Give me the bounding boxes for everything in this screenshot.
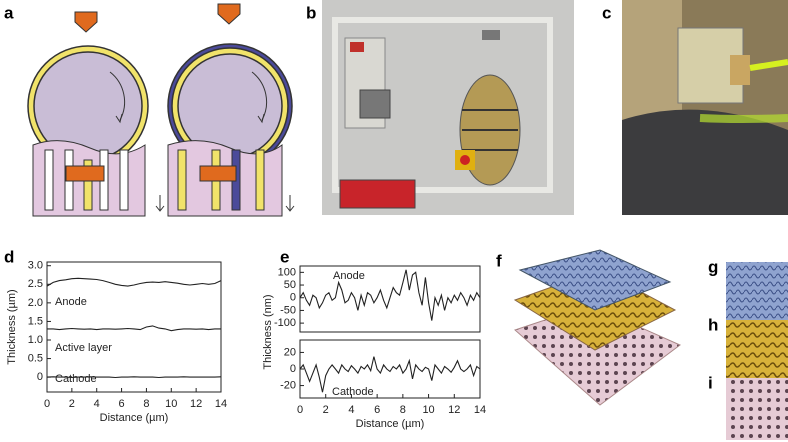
x-tick-label: 10 (422, 404, 434, 416)
panel-label: d (4, 247, 14, 266)
data-line (299, 269, 481, 321)
series-label: Cathode (332, 386, 374, 398)
x-tick-label: 2 (323, 404, 329, 416)
coating-diagram (27, 3, 295, 217)
panel-label: i (708, 373, 713, 392)
series-label: Anode (333, 270, 365, 282)
x-tick-label: 8 (400, 404, 406, 416)
y-tick-label: 1.0 (28, 334, 43, 346)
anode-micrograph (726, 262, 788, 320)
y-tick-label: 100 (278, 266, 296, 278)
y-tick-label: 0 (37, 371, 43, 383)
x-tick-label: 14 (474, 404, 486, 416)
cathode-micrograph (726, 378, 788, 440)
active-micrograph (726, 320, 788, 378)
x-tick-label: 6 (119, 398, 125, 410)
x-tick-label: 0 (297, 404, 303, 416)
y-tick-label: 0.5 (28, 352, 43, 364)
panel-label: e (280, 247, 289, 266)
data-line (47, 325, 221, 332)
y-tick-label: 3.0 (28, 260, 43, 272)
data-line (46, 376, 222, 379)
panel-label: a (4, 3, 14, 22)
layer-stack-3d (513, 249, 681, 406)
x-tick-label: 4 (348, 404, 354, 416)
plot-frame (46, 261, 222, 393)
y-tick-label: 20 (284, 346, 296, 358)
x-tick-label: 14 (215, 398, 227, 410)
series-label: Anode (55, 296, 87, 308)
data-line (46, 277, 222, 287)
y-tick-label: -100 (274, 317, 296, 329)
y-axis-label: Thickness (µm) (6, 289, 18, 364)
panel-label: f (496, 251, 502, 270)
series-label: Active layer (55, 342, 112, 354)
x-tick-label: 4 (94, 398, 100, 410)
panel-label: g (708, 257, 718, 276)
y-tick-label: 0 (290, 363, 296, 375)
x-tick-label: 10 (165, 398, 177, 410)
y-tick-label: 2.5 (28, 278, 43, 290)
x-tick-label: 2 (69, 398, 75, 410)
printhead-photo (622, 0, 788, 215)
x-axis-label: Distance (µm) (356, 418, 425, 430)
y-tick-label: 0 (290, 292, 296, 304)
y-axis-label: Thickness (nm) (262, 294, 274, 369)
plot-frame (299, 265, 481, 333)
panel-label: h (708, 315, 718, 334)
x-tick-label: 0 (44, 398, 50, 410)
x-tick-label: 6 (374, 404, 380, 416)
y-tick-label: 1.5 (28, 315, 43, 327)
y-tick-label: 50 (284, 279, 296, 291)
y-tick-label: 2.0 (28, 297, 43, 309)
x-tick-label: 8 (143, 398, 149, 410)
data-line (299, 356, 481, 393)
panel-label: b (306, 3, 316, 22)
y-tick-label: -50 (280, 304, 296, 316)
panel-label: c (602, 3, 611, 22)
series-label: Cathode (55, 373, 97, 385)
x-tick-label: 12 (448, 404, 460, 416)
y-tick-label: -20 (280, 379, 296, 391)
x-axis-label: Distance (µm) (100, 412, 169, 424)
x-tick-label: 12 (190, 398, 202, 410)
apparatus-photo (322, 0, 574, 215)
